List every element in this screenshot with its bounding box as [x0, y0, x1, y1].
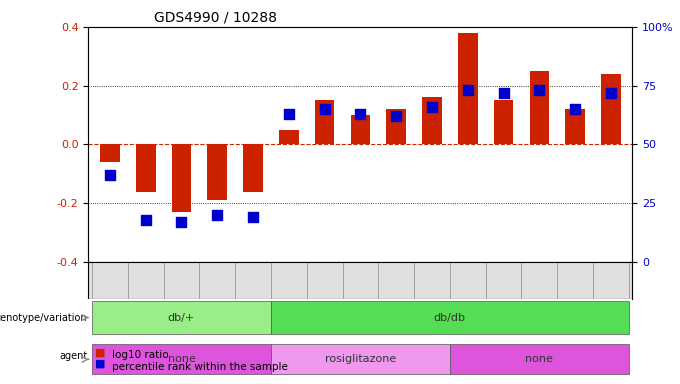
Point [534, 87, 545, 93]
Bar [279, 130, 299, 144]
Point [426, 104, 437, 110]
Text: rosiglitazone: rosiglitazone [325, 354, 396, 364]
Bar [386, 109, 406, 144]
Text: none: none [167, 354, 195, 364]
Text: percentile rank within the sample: percentile rank within the sample [112, 362, 288, 372]
Text: ■: ■ [95, 347, 105, 357]
Point [570, 106, 581, 112]
Text: ■: ■ [95, 359, 105, 369]
Bar [136, 144, 156, 192]
Bar [565, 109, 585, 144]
Point [355, 111, 366, 117]
Text: agent: agent [59, 351, 87, 361]
FancyBboxPatch shape [92, 344, 271, 374]
Point [391, 113, 402, 119]
Point [284, 111, 294, 117]
Text: none: none [526, 354, 554, 364]
Bar [171, 144, 191, 212]
Point [176, 219, 187, 225]
FancyBboxPatch shape [92, 301, 271, 334]
Point [140, 217, 151, 223]
Text: genotype/variation: genotype/variation [0, 313, 87, 323]
Text: db/db: db/db [434, 313, 466, 323]
Bar [207, 144, 227, 200]
Point [605, 90, 616, 96]
Bar [243, 144, 263, 192]
Point [498, 90, 509, 96]
Point [462, 87, 473, 93]
Bar [422, 98, 442, 144]
Bar [100, 144, 120, 162]
Bar [458, 33, 477, 144]
Bar [530, 71, 549, 144]
Bar [315, 100, 335, 144]
FancyBboxPatch shape [271, 344, 450, 374]
Bar [601, 74, 621, 144]
FancyBboxPatch shape [450, 344, 629, 374]
Point [211, 212, 222, 218]
Point [319, 106, 330, 112]
Bar [494, 100, 513, 144]
Text: GDS4990 / 10288: GDS4990 / 10288 [154, 10, 277, 24]
Text: log10 ratio: log10 ratio [112, 350, 169, 360]
Bar [351, 115, 370, 144]
Point [105, 172, 116, 178]
FancyBboxPatch shape [271, 301, 629, 334]
Point [248, 214, 258, 220]
Text: db/+: db/+ [168, 313, 195, 323]
